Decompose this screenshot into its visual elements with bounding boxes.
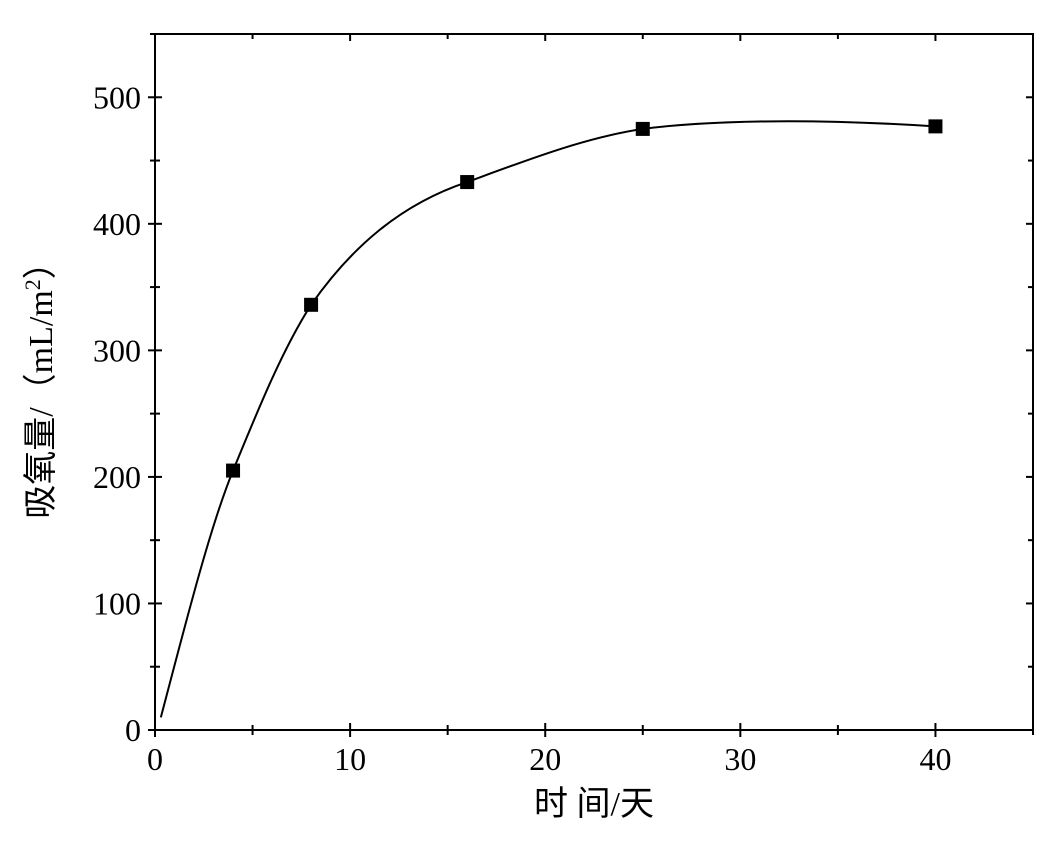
- x-tick-label: 40: [919, 741, 951, 777]
- y-tick-label: 400: [93, 206, 141, 242]
- x-tick-label: 10: [334, 741, 366, 777]
- x-tick-label: 30: [724, 741, 756, 777]
- x-tick-label: 0: [147, 741, 163, 777]
- y-tick-label: 0: [125, 712, 141, 748]
- data-marker: [460, 175, 474, 189]
- data-marker: [928, 119, 942, 133]
- y-tick-label: 100: [93, 585, 141, 621]
- x-tick-label: 20: [529, 741, 561, 777]
- data-marker: [636, 122, 650, 136]
- y-tick-label: 300: [93, 332, 141, 368]
- y-tick-label: 500: [93, 79, 141, 115]
- plot-bg: [0, 0, 1059, 855]
- x-axis-title: 时 间/天: [534, 786, 654, 823]
- data-marker: [226, 464, 240, 478]
- chart-svg: 0102030400100200300400500时 间/天吸氧量/（mL/m2…: [0, 0, 1059, 855]
- y-tick-label: 200: [93, 459, 141, 495]
- data-marker: [304, 298, 318, 312]
- chart-container: 0102030400100200300400500时 间/天吸氧量/（mL/m2…: [0, 0, 1059, 855]
